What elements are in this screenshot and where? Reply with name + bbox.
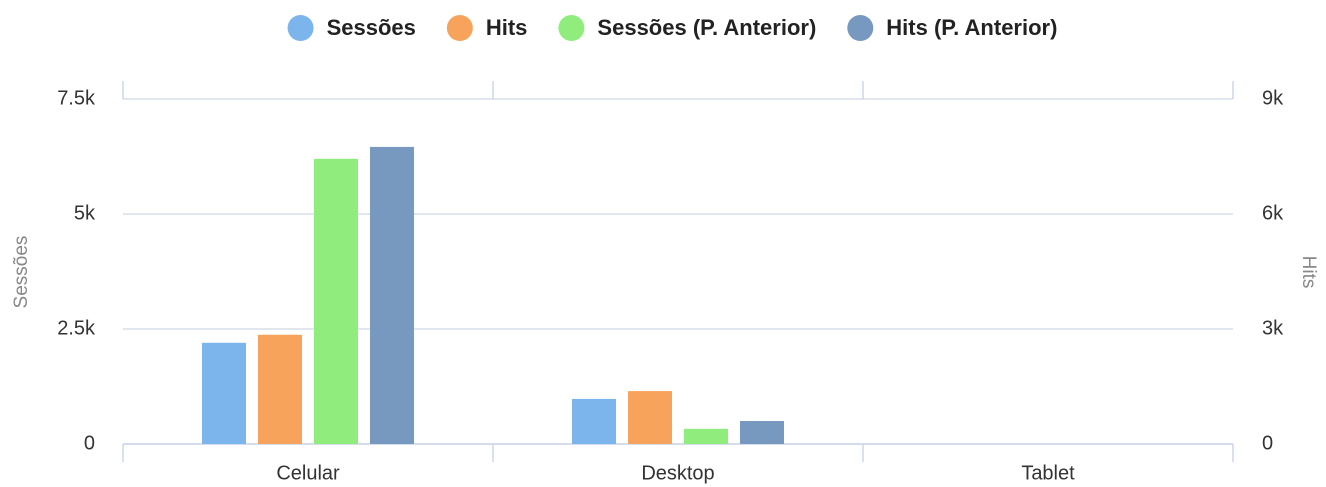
legend-label: Hits (486, 15, 528, 40)
y-tick-label: 0 (84, 432, 95, 454)
bar (370, 146, 414, 444)
bar (740, 421, 784, 444)
y2-tick-label: 3k (1262, 317, 1284, 339)
y-tick-label: 7.5k (57, 87, 96, 109)
bar (628, 391, 672, 444)
y2-tick-label: 6k (1262, 202, 1284, 224)
y-tick-label: 5k (74, 202, 96, 224)
bar (314, 158, 358, 445)
x-tick-label: Desktop (641, 462, 714, 484)
legend-marker (287, 15, 314, 41)
y2-tick-label: 9k (1262, 87, 1284, 109)
bar (572, 398, 616, 444)
bar (202, 342, 246, 444)
legend-marker (446, 15, 473, 41)
y-axis-title: Sessões (11, 236, 32, 309)
bar (684, 428, 728, 444)
y-tick-label: 2.5k (57, 317, 96, 339)
x-tick-label: Tablet (1021, 462, 1075, 484)
y2-tick-label: 0 (1262, 432, 1273, 454)
bar (258, 334, 302, 444)
legend-label: Hits (P. Anterior) (886, 15, 1057, 40)
y2-axis-title: Hits (1298, 256, 1319, 289)
x-tick-label: Celular (276, 462, 340, 484)
legend-marker (558, 15, 585, 41)
legend-label: Sessões (327, 15, 416, 40)
legend-label: Sessões (P. Anterior) (597, 15, 816, 40)
legend-marker (847, 15, 874, 41)
